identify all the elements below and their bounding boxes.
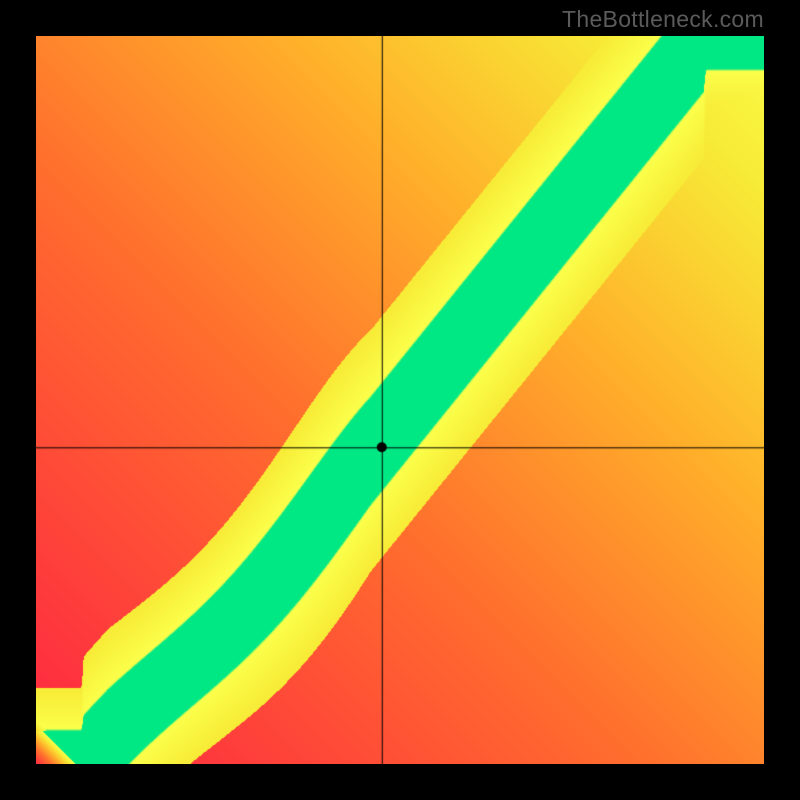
chart-container: TheBottleneck.com (0, 0, 800, 800)
heatmap-plot (36, 36, 764, 764)
watermark-text: TheBottleneck.com (562, 6, 764, 33)
heatmap-canvas (36, 36, 764, 764)
